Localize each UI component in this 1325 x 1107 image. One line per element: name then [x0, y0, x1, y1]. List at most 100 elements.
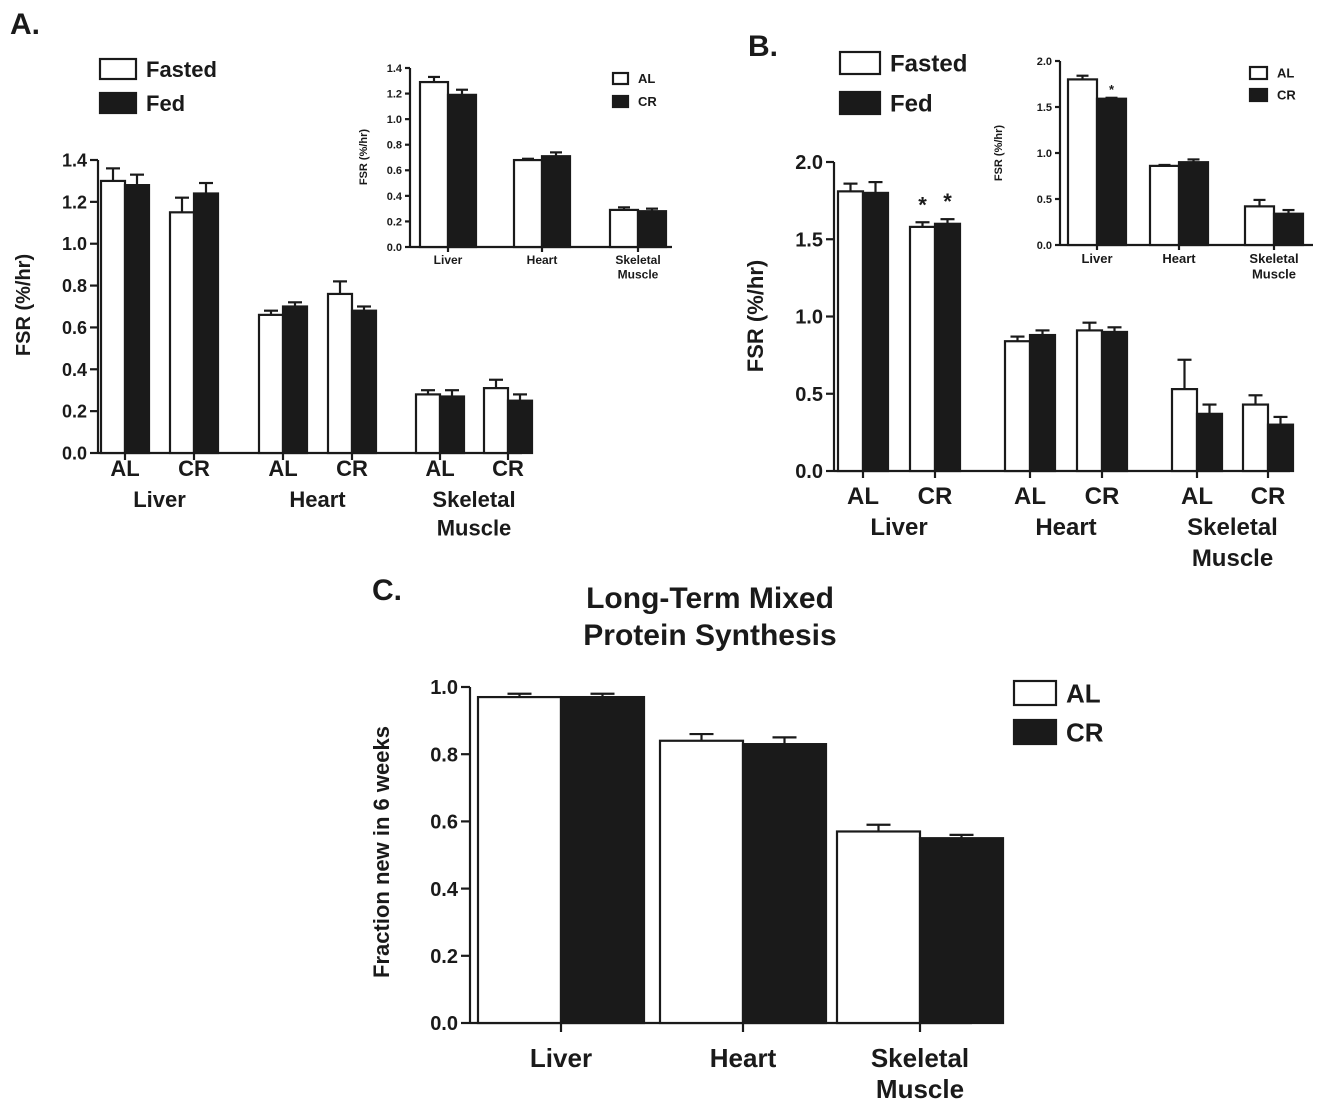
panel-label: C.	[372, 574, 402, 607]
x-category-label: CR	[918, 483, 953, 510]
y-tick-label: 1.0	[1037, 148, 1052, 160]
x-group-label: Liver	[133, 487, 186, 512]
x-category-label: Skeletal Muscle	[615, 253, 660, 281]
y-tick-label: 1.5	[795, 229, 823, 251]
y-tick-label: 0.4	[387, 191, 403, 203]
bar-solid	[350, 309, 378, 455]
x-category-label-line: Muscle	[876, 1074, 964, 1104]
legend-swatch-open	[98, 57, 138, 81]
y-tick-label: 0.6	[430, 812, 458, 834]
x-group-label: Skeletal Muscle	[1187, 514, 1278, 572]
x-group-label: Liver	[870, 514, 927, 541]
legend-swatch-open	[1248, 65, 1269, 81]
legend-label: Fed	[146, 91, 185, 116]
y-tick-label: 2.0	[1037, 56, 1052, 68]
y-tick-label: 0.2	[62, 402, 87, 422]
y-tick-label: 1.0	[387, 114, 402, 126]
y-tick-label: 1.5	[1037, 102, 1052, 114]
bar-solid	[1028, 333, 1057, 473]
bar-open	[1003, 340, 1032, 473]
bar-solid	[281, 305, 309, 455]
legend-label: AL	[1277, 66, 1294, 81]
x-category-label: CR	[1251, 483, 1286, 510]
x-category-label: Skeletal Muscle	[871, 1043, 969, 1104]
legend-swatch-solid	[98, 91, 138, 115]
bar-open	[1170, 388, 1199, 473]
legend-swatch-open	[611, 71, 630, 86]
bar-open	[608, 208, 640, 249]
legend-label: AL	[638, 71, 655, 86]
y-tick-label: 1.0	[430, 677, 458, 699]
bar-solid	[741, 743, 828, 1025]
x-category-label-line: Skeletal	[871, 1043, 969, 1073]
bar-solid	[540, 155, 572, 249]
y-tick-label: 1.4	[387, 63, 403, 75]
panel-label: A.	[10, 8, 40, 41]
bar-solid	[636, 210, 668, 249]
y-tick-label: 1.4	[62, 150, 87, 170]
significance-star: *	[918, 192, 927, 217]
y-tick-label: 0.6	[62, 318, 87, 338]
legend-swatch-open	[838, 50, 882, 76]
bar-open	[418, 80, 450, 249]
y-tick-label: 0.0	[430, 1013, 458, 1035]
y-tick-label: 0.2	[430, 946, 458, 968]
bar-open	[414, 393, 442, 455]
y-tick-label: 0.8	[387, 140, 402, 152]
x-group-label-line: Muscle	[437, 516, 512, 541]
legend-label: CR	[1066, 717, 1104, 747]
x-group-label-line: Muscle	[1192, 545, 1273, 572]
x-category-label: Heart	[527, 253, 558, 267]
x-category-label-line: Muscle	[618, 267, 659, 281]
significance-star: *	[943, 189, 952, 214]
legend-label: AL	[1066, 678, 1101, 708]
x-category-label: AL	[1181, 483, 1213, 510]
x-category-label: Liver	[1081, 251, 1112, 266]
legend-swatch-solid	[1248, 87, 1269, 103]
x-category-label: CR	[178, 456, 210, 481]
y-tick-label: 1.2	[62, 192, 87, 212]
y-axis-label: FSR (%/hr)	[358, 129, 370, 186]
legend-label: Fed	[890, 91, 933, 118]
y-tick-label: 0.8	[62, 276, 87, 296]
y-axis-label: FSR (%/hr)	[743, 260, 768, 372]
bar-solid	[506, 399, 534, 455]
y-tick-label: 0.4	[62, 360, 87, 380]
x-group-label: Heart	[289, 487, 346, 512]
x-category-label-line: Skeletal	[1249, 251, 1298, 266]
x-category-label: Heart	[710, 1043, 777, 1073]
x-group-label: Heart	[1035, 514, 1096, 541]
y-tick-label: 0.8	[430, 744, 458, 766]
bar-solid	[446, 93, 478, 249]
bar-open	[326, 292, 354, 455]
bar-solid	[438, 395, 466, 455]
x-category-label: AL	[268, 456, 297, 481]
x-category-label: CR	[336, 456, 368, 481]
bar-solid	[918, 837, 1005, 1025]
x-category-label-line: Skeletal	[615, 253, 660, 267]
x-category-label: CR	[1085, 483, 1120, 510]
y-tick-label: 0.2	[387, 216, 402, 228]
bar-open	[658, 739, 745, 1025]
bar-solid	[1272, 212, 1305, 247]
chart-title-line: Protein Synthesis	[583, 619, 836, 652]
panel-label: B.	[748, 30, 778, 63]
y-tick-label: 1.0	[62, 234, 87, 254]
x-group-label: Skeletal Muscle	[432, 487, 515, 541]
bar-open	[99, 179, 127, 455]
y-tick-label: 0.5	[1037, 194, 1052, 206]
bar-open	[476, 695, 563, 1025]
x-category-label: Liver	[530, 1043, 592, 1073]
legend-swatch-open	[1012, 679, 1058, 707]
bar-open	[482, 387, 510, 455]
bar-open	[908, 225, 937, 473]
bar-open	[835, 830, 922, 1025]
bar-open	[168, 211, 196, 455]
y-tick-label: 1.2	[387, 89, 402, 101]
bar-open	[1241, 403, 1270, 473]
y-tick-label: 2.0	[795, 152, 823, 174]
y-tick-label: 0.6	[387, 165, 402, 177]
bar-solid	[192, 192, 220, 455]
legend-label: Fasted	[890, 51, 967, 78]
bar-open	[836, 190, 865, 473]
